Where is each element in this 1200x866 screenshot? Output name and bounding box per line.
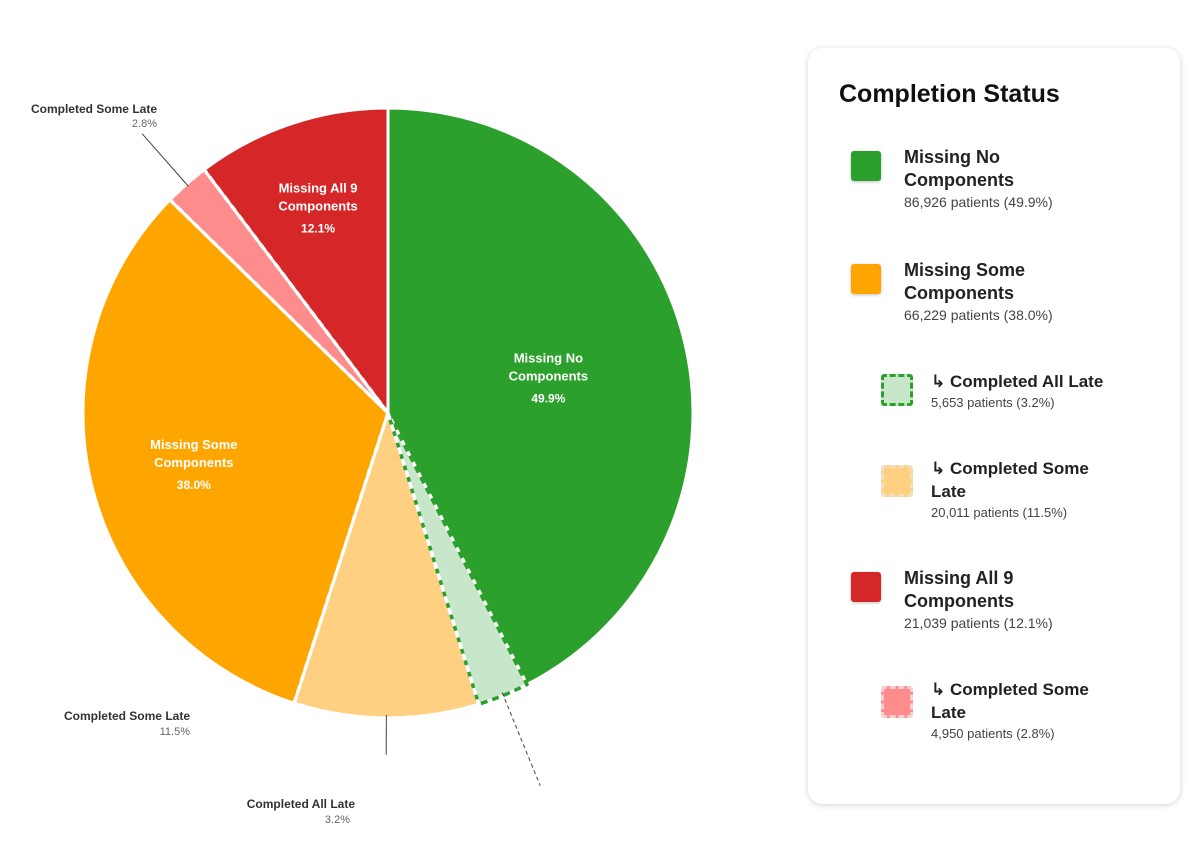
- legend-item-completed-some-late-red: ↳ Completed Some Late 4,950 patients (2.…: [881, 678, 1121, 743]
- sub-slice-border: [386, 411, 529, 706]
- external-label: Completed All Late: [247, 797, 356, 811]
- slice-label: Components: [154, 455, 233, 470]
- legend-label: Missing Some Components: [904, 260, 1026, 303]
- legend-item-missing-no: Missing No Components 86,926 patients (4…: [851, 146, 1064, 211]
- legend-swatch: [851, 264, 881, 294]
- legend-item-completed-all-late: ↳ Completed All Late 5,653 patients (3.2…: [881, 370, 1131, 412]
- slice-percent: 38.0%: [177, 478, 211, 492]
- pie-chart-area: Missing No Components 49.9% Missing Some Com…: [31, 102, 695, 826]
- external-percent: 2.8%: [132, 118, 157, 130]
- pie-slice-missing-no: [386, 106, 695, 687]
- legend-label: ↳ Completed Some Late: [931, 680, 1089, 722]
- legend-swatch: [881, 374, 913, 406]
- pie-slice-missing-some: [81, 197, 390, 706]
- legend-label: ↳ Completed Some Late: [931, 459, 1089, 501]
- slice-labels: Missing No Components 49.9% Missing Some Com…: [31, 102, 588, 826]
- slice-label: Components: [509, 368, 588, 383]
- slice-label: Components: [278, 198, 357, 213]
- leader-line: [501, 692, 541, 786]
- legend-detail: 5,653 patients (3.2%): [931, 395, 1055, 410]
- legend-swatch: [851, 151, 881, 181]
- pie-slices: [81, 106, 695, 720]
- external-percent: 11.5%: [160, 726, 191, 738]
- external-label: Completed Some Late: [64, 709, 190, 723]
- slice-percent: 12.1%: [301, 221, 335, 235]
- legend-panel: Completion Status Missing No Components …: [808, 48, 1180, 804]
- pie-chart: Missing No Components 49.9% Missing Some Com…: [31, 102, 695, 826]
- external-label: Completed Some Late: [31, 102, 157, 116]
- leader-line: [141, 133, 189, 187]
- legend-item-missing-all: Missing All 9 Components 21,039 patients…: [851, 567, 1064, 632]
- legend-detail: 20,011 patients (11.5%): [931, 505, 1068, 520]
- legend-label: ↳ Completed All Late: [931, 372, 1104, 391]
- slice-label: Missing All 9: [279, 180, 358, 195]
- pie-slice-missing-all: [202, 106, 390, 418]
- legend-item-missing-some: Missing Some Components 66,229 patients …: [851, 259, 1064, 324]
- legend-detail: 21,039 patients (12.1%): [904, 615, 1053, 631]
- slice-label: Missing Some: [150, 437, 237, 452]
- legend-swatch: [851, 572, 881, 602]
- slice-percent: 49.9%: [531, 391, 565, 405]
- external-percent: 3.2%: [325, 814, 350, 826]
- legend-label: Missing All 9 Components: [904, 568, 1014, 611]
- legend-swatch: [881, 686, 913, 718]
- legend-detail: 86,926 patients (49.9%): [904, 194, 1053, 210]
- slice-label: Missing No: [514, 350, 583, 365]
- legend-title: Completion Status: [839, 80, 1060, 108]
- legend-detail: 66,229 patients (38.0%): [904, 307, 1053, 323]
- legend-swatch: [881, 465, 913, 497]
- legend-item-completed-some-late-orange: ↳ Completed Some Late 20,011 patients (1…: [881, 457, 1121, 522]
- legend-label: Missing No Components: [904, 147, 1014, 190]
- legend-detail: 4,950 patients (2.8%): [931, 726, 1055, 741]
